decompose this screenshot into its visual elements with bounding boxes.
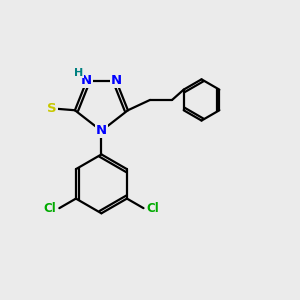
Text: S: S xyxy=(47,102,57,115)
Text: Cl: Cl xyxy=(44,202,56,215)
Text: Cl: Cl xyxy=(146,202,159,215)
Text: N: N xyxy=(111,74,122,87)
Text: H: H xyxy=(74,68,83,78)
Text: N: N xyxy=(96,124,107,137)
Text: N: N xyxy=(81,74,92,87)
